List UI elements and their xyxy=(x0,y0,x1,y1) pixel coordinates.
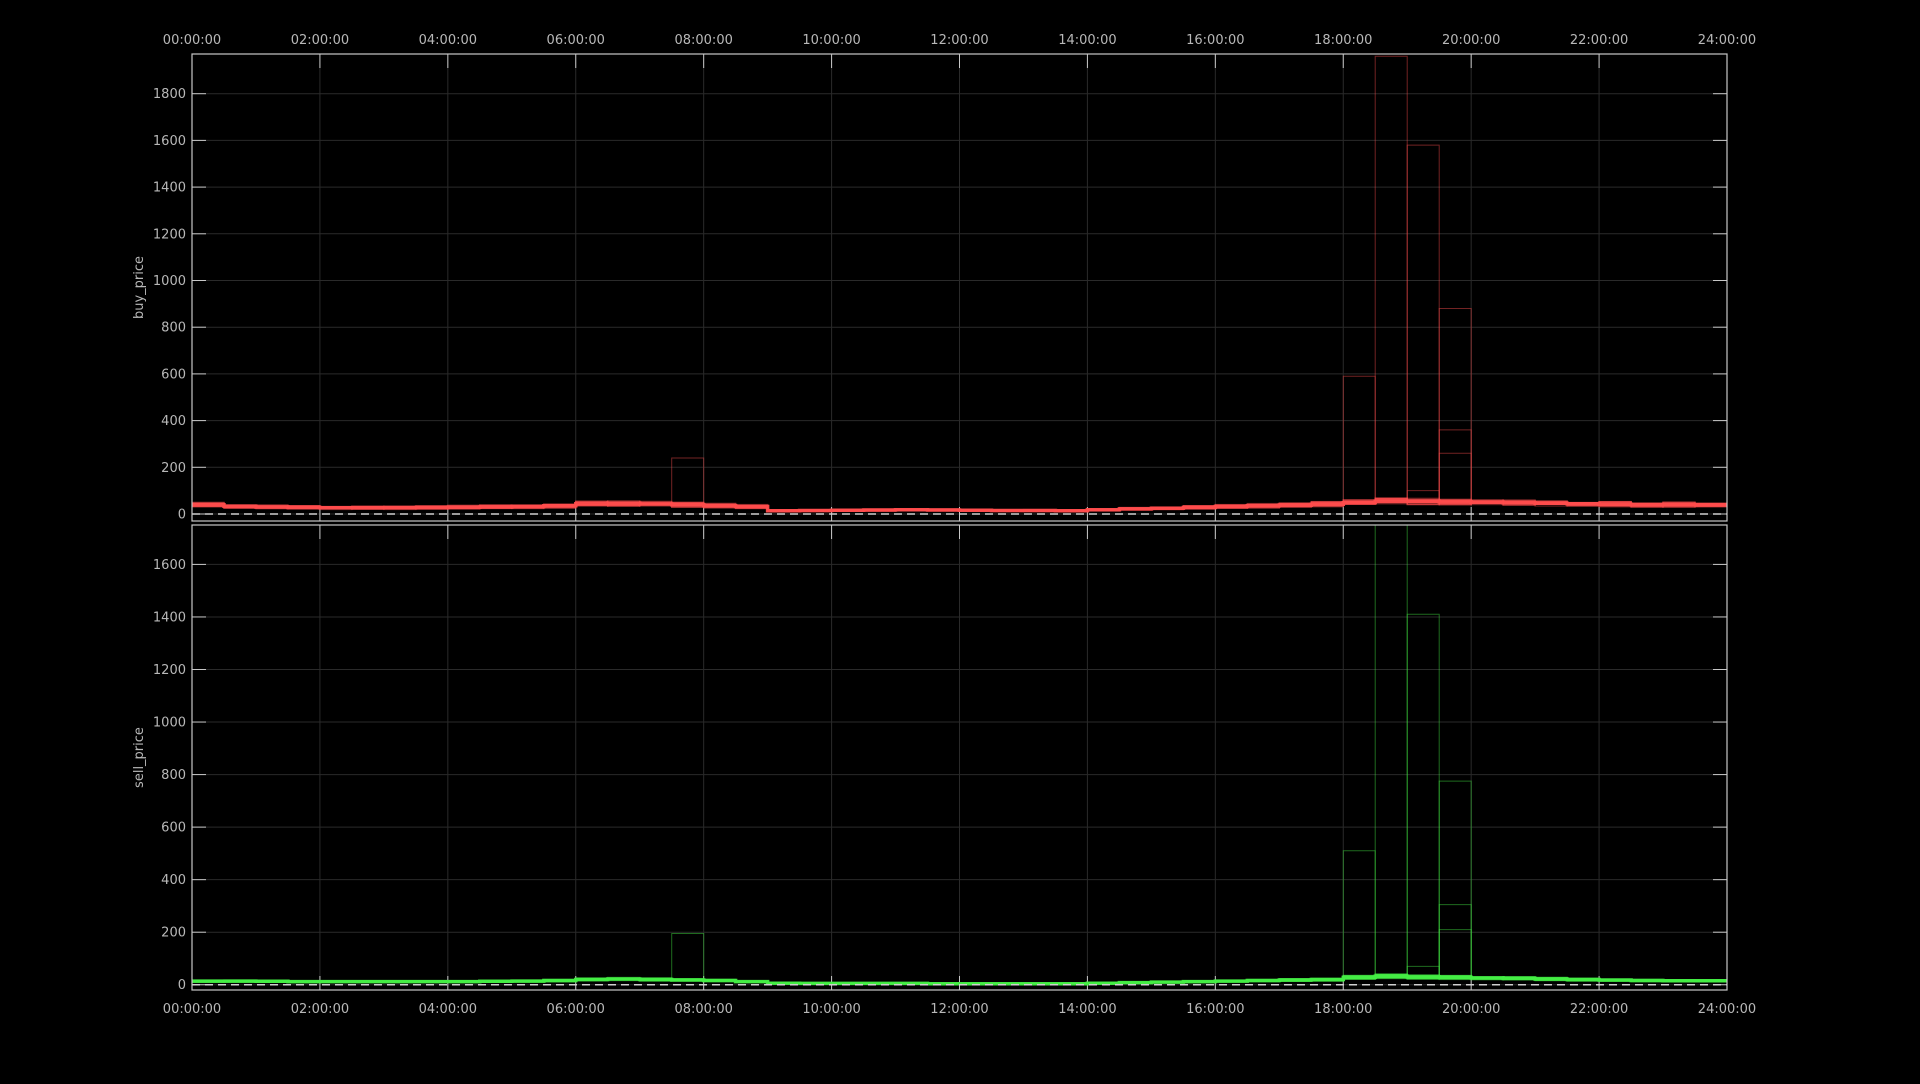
y-axis-label: sell_price xyxy=(132,727,147,788)
buy-main-line xyxy=(192,499,1727,513)
y-tick-label: 800 xyxy=(161,768,186,783)
sell-spike xyxy=(1342,850,1376,978)
x-tick-label: 16:00:00 xyxy=(1186,1002,1244,1017)
buy-spike xyxy=(1342,375,1376,503)
y-tick-label: 400 xyxy=(161,873,186,888)
buy-spike xyxy=(1374,55,1408,502)
x-tick-label: 20:00:00 xyxy=(1442,1002,1500,1017)
x-tick-label: 20:00:00 xyxy=(1442,33,1500,48)
y-tick-label: 1400 xyxy=(153,610,186,625)
sell-spike xyxy=(1438,904,1472,978)
x-tick-label: 24:00:00 xyxy=(1698,33,1756,48)
x-tick-label: 04:00:00 xyxy=(419,1002,477,1017)
x-tick-label: 18:00:00 xyxy=(1314,33,1372,48)
x-tick-label: 04:00:00 xyxy=(419,33,477,48)
x-tick-label: 24:00:00 xyxy=(1698,1002,1756,1017)
buy-spike xyxy=(1406,144,1440,502)
y-tick-label: 1600 xyxy=(153,134,186,149)
y-axis-label: buy_price xyxy=(132,256,147,319)
x-tick-label: 02:00:00 xyxy=(291,1002,349,1017)
sell-main-line xyxy=(192,974,1727,986)
x-tick-label: 08:00:00 xyxy=(674,33,732,48)
x-tick-label: 08:00:00 xyxy=(674,1002,732,1017)
x-tick-label: 06:00:00 xyxy=(547,33,605,48)
x-tick-label: 10:00:00 xyxy=(802,1002,860,1017)
buy-spike xyxy=(1406,490,1440,502)
y-tick-label: 1200 xyxy=(153,227,186,242)
x-tick-label: 10:00:00 xyxy=(802,33,860,48)
sell-spike xyxy=(1374,524,1408,977)
x-tick-label: 22:00:00 xyxy=(1570,33,1628,48)
buy-spike xyxy=(1438,452,1472,502)
buy-spike xyxy=(1438,429,1472,502)
x-tick-label: 14:00:00 xyxy=(1058,1002,1116,1017)
sell-spike xyxy=(1406,613,1440,977)
y-tick-label: 0 xyxy=(178,978,186,993)
x-tick-label: 16:00:00 xyxy=(1186,33,1244,48)
sell-spike xyxy=(1438,780,1472,978)
y-tick-label: 600 xyxy=(161,367,186,382)
buy-spike xyxy=(1438,308,1472,502)
x-tick-label: 14:00:00 xyxy=(1058,33,1116,48)
x-tick-label: 12:00:00 xyxy=(930,1002,988,1017)
y-tick-label: 600 xyxy=(161,821,186,836)
sell-spike xyxy=(1438,929,1472,978)
x-tick-label: 00:00:00 xyxy=(163,1002,221,1017)
y-tick-label: 1000 xyxy=(153,716,186,731)
y-tick-label: 1800 xyxy=(153,87,186,102)
sell-spike xyxy=(671,933,705,980)
x-tick-label: 12:00:00 xyxy=(930,33,988,48)
sell-panel xyxy=(191,524,1728,991)
y-tick-label: 1600 xyxy=(153,558,186,573)
x-tick-label: 06:00:00 xyxy=(547,1002,605,1017)
sell-spike xyxy=(1406,965,1440,977)
buy-panel xyxy=(191,53,1728,522)
y-tick-label: 1200 xyxy=(153,663,186,678)
x-tick-label: 18:00:00 xyxy=(1314,1002,1372,1017)
y-tick-label: 200 xyxy=(161,926,186,941)
x-tick-label: 22:00:00 xyxy=(1570,1002,1628,1017)
x-tick-label: 02:00:00 xyxy=(291,33,349,48)
buy-frame xyxy=(191,53,1728,522)
x-tick-label: 00:00:00 xyxy=(163,33,221,48)
y-tick-label: 800 xyxy=(161,321,186,336)
y-tick-label: 1400 xyxy=(153,181,186,196)
buy-spike xyxy=(671,457,705,505)
y-tick-label: 1000 xyxy=(153,274,186,289)
y-tick-label: 400 xyxy=(161,414,186,429)
y-tick-label: 0 xyxy=(178,507,186,522)
sell-frame xyxy=(191,524,1728,991)
y-tick-label: 200 xyxy=(161,461,186,476)
